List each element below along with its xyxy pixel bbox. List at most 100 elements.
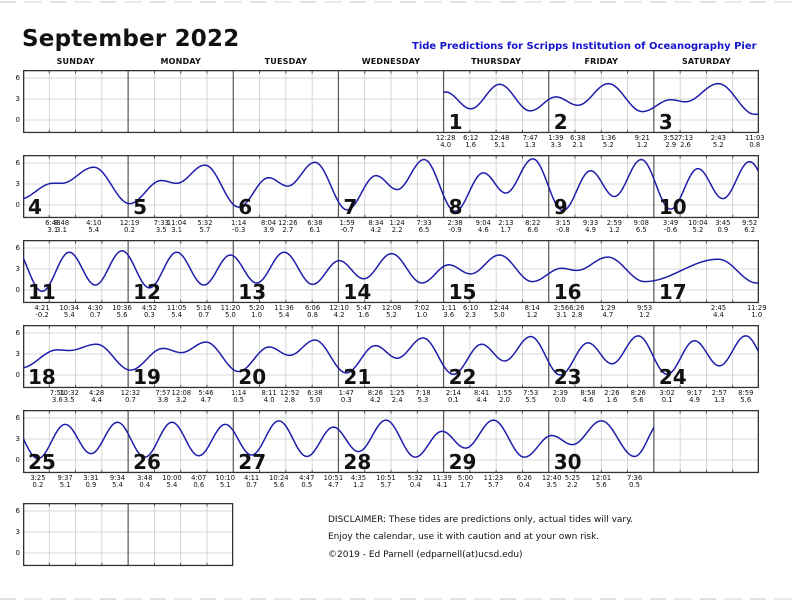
day-number-7: 7: [343, 195, 358, 219]
y-axis-tick-label: 3: [15, 435, 20, 443]
tide-height-label: 0.7: [198, 311, 210, 320]
day-number-5: 5: [133, 195, 148, 219]
tide-height-label: 1.3: [524, 141, 536, 150]
tide-height-label: 5.3: [417, 396, 429, 405]
day-number-30: 30: [553, 450, 582, 474]
tide-height-label: 6.5: [635, 226, 647, 235]
tide-height-label: 0.9: [85, 481, 97, 490]
tide-height-label: 0.3: [144, 311, 155, 320]
tide-height-label: 5.0: [224, 311, 236, 320]
tide-height-label: 4.9: [585, 226, 596, 235]
page-edge-artifact-top: [0, 1, 800, 3]
tide-height-label: 4.4: [91, 396, 102, 405]
y-axis-tick-label: 3: [15, 350, 20, 358]
tide-height-label: 4.1: [436, 481, 448, 490]
tide-time-label: 7:18: [415, 388, 431, 397]
y-axis-tick-label: 6: [15, 507, 20, 515]
tide-time-label: 11:36: [274, 303, 294, 312]
tide-height-label: 1.2: [526, 311, 538, 320]
tide-label-strip-week-3: 4:21 -0.2 10:34 5.4 4:30 0.7 10:36 5.6 4:52 0.3 11…: [23, 303, 766, 322]
tide-height-label: -0.3: [232, 226, 246, 235]
tide-height-label: 3.1: [47, 226, 59, 235]
tide-time-label: 9:21: [634, 133, 650, 142]
tide-time-label: 1:24: [389, 218, 405, 227]
tide-height-label: 0.9: [717, 226, 729, 235]
tide-time-label: 5:25: [564, 473, 581, 482]
tide-curve-week-3: [23, 250, 759, 293]
tide-height-label: 3.6: [443, 311, 455, 320]
tide-height-label: 0.3: [340, 396, 352, 405]
tide-height-label: 1.3: [713, 396, 725, 405]
tide-time-label: 6:26: [516, 473, 532, 482]
tide-time-label: 10:36: [112, 303, 132, 312]
tide-time-label: 10:24: [269, 473, 289, 482]
day-number-10: 10: [658, 195, 687, 219]
tide-time-label: 12:44: [489, 303, 510, 312]
tide-height-label: -0.2: [35, 311, 49, 320]
tide-time-label: 8:22: [525, 218, 541, 227]
tide-time-label: 10:51: [376, 473, 396, 482]
tide-height-label: 4.7: [200, 396, 212, 405]
tide-time-label: 7:13: [677, 133, 694, 142]
tide-time-label: 11:05: [166, 303, 187, 312]
tide-time-label: 10:51: [323, 473, 344, 482]
tide-height-label: 0.2: [124, 226, 135, 235]
tide-time-label: 5:20: [249, 303, 265, 312]
tide-height-label: 0.2: [32, 481, 44, 490]
day-number-24: 24: [658, 365, 687, 389]
day-number-9: 9: [553, 195, 568, 219]
weekday-header-thursday: THURSDAY: [471, 57, 522, 66]
tide-time-label: 6:26: [569, 303, 585, 312]
tide-time-label: 12:40: [541, 473, 562, 482]
tide-height-label: 0.1: [661, 396, 673, 405]
tide-time-label: 2:59: [606, 218, 622, 227]
tide-time-label: 2:26: [604, 388, 620, 397]
week-frame: [23, 410, 760, 474]
tide-time-label: 9:04: [475, 218, 491, 227]
tide-height-label: 6.2: [744, 226, 756, 235]
tide-time-label: 12:32: [120, 388, 141, 397]
tide-time-label: 5:46: [198, 388, 214, 397]
tide-height-label: 5.4: [166, 481, 178, 490]
tide-height-label: -0.6: [663, 226, 678, 235]
weekday-header-saturday: SATURDAY: [681, 57, 731, 66]
tide-time-label: 8:41: [473, 388, 490, 397]
week-frame: [23, 155, 760, 219]
tide-height-label: 1.7: [500, 226, 512, 235]
day-number-18: 18: [28, 365, 56, 389]
tide-time-label: 12:19: [119, 218, 140, 227]
y-axis-tick-label: 3: [15, 528, 20, 536]
tide-plot-week-5: [23, 410, 760, 474]
tide-time-label: 7:33: [153, 218, 169, 227]
day-number-12: 12: [133, 280, 161, 304]
day-number-21: 21: [343, 365, 372, 389]
tide-height-label: 5.0: [493, 311, 505, 320]
tide-height-label: 2.9: [665, 141, 677, 150]
tide-label-strip-week-2: 6:48 3.1 8:48 3.1 4:10 5.4 12:19 0.2 7:33 3.5 11:0…: [23, 218, 759, 237]
tide-time-label: 9:17: [686, 388, 703, 397]
tide-time-label: 6:12: [463, 133, 479, 142]
tide-height-label: 0.0: [554, 396, 566, 405]
tide-time-label: 3:25: [30, 473, 46, 482]
y-axis-tick-label: 0: [15, 286, 20, 294]
day-number-14: 14: [343, 280, 372, 304]
tide-height-label: 0.1: [447, 396, 459, 405]
enjoy-text: Enjoy the calendar, use it with caution …: [328, 532, 600, 543]
tide-height-label: 0.5: [233, 396, 245, 405]
tide-height-label: 5.4: [63, 311, 75, 320]
tide-time-label: 6:38: [570, 133, 586, 142]
tide-height-label: 5.2: [712, 141, 724, 150]
tide-height-label: 2.3: [465, 311, 476, 320]
tide-height-label: 3.3: [550, 141, 562, 150]
day-number-6: 6: [238, 195, 253, 219]
tide-height-label: 5.0: [309, 396, 321, 405]
tide-height-label: 2.2: [391, 226, 403, 235]
tide-time-label: 7:33: [416, 218, 432, 227]
tide-time-label: 12:08: [171, 388, 192, 397]
tide-height-label: 4.2: [333, 311, 345, 320]
tide-time-label: 4:07: [191, 473, 207, 482]
tide-height-label: 5.4: [88, 226, 100, 235]
tide-height-label: 5.1: [219, 481, 231, 490]
week-frame: [23, 503, 234, 567]
tide-time-label: 2:43: [710, 133, 726, 142]
